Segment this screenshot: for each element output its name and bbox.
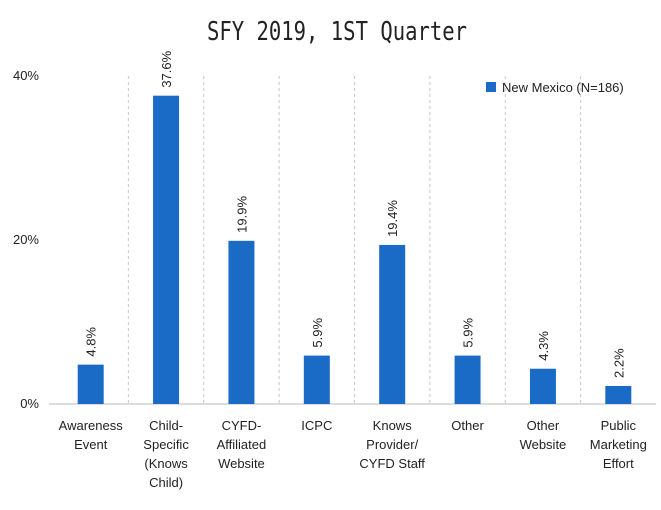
data-label: 5.9% xyxy=(461,318,476,348)
bar xyxy=(153,95,180,405)
x-tick-label: Child-Specific (Knows Child) xyxy=(143,418,189,490)
x-tick-label: Awareness Event xyxy=(59,418,124,452)
bar xyxy=(379,244,406,404)
x-tick-label: Other xyxy=(451,418,484,433)
data-label: 2.2% xyxy=(611,348,626,378)
bar xyxy=(529,368,556,404)
x-tick-label: Knows Provider/CYFD Staff xyxy=(359,418,425,471)
y-tick-label: 40% xyxy=(13,68,39,83)
bar xyxy=(228,240,255,404)
legend-swatch xyxy=(486,82,496,92)
chart-title: SFY 2019, 1ST Quarter xyxy=(207,17,467,47)
data-label: 19.4% xyxy=(385,200,400,237)
data-label: 5.9% xyxy=(310,318,325,348)
y-tick-label: 20% xyxy=(13,232,39,247)
bar xyxy=(303,355,330,404)
data-label: 37.6% xyxy=(159,50,174,87)
x-tick-label: Other Website xyxy=(520,418,567,452)
bar xyxy=(605,385,632,404)
y-tick-label: 0% xyxy=(20,396,39,411)
x-tick-label: ICPC xyxy=(301,418,332,433)
legend-label: New Mexico (N=186) xyxy=(502,80,624,95)
x-tick-label: Public Marketing Effort xyxy=(590,418,647,471)
x-tick-label: CYFD-Affiliated Website xyxy=(217,418,267,471)
bar xyxy=(454,355,481,404)
data-label: 19.9% xyxy=(234,196,249,233)
bar xyxy=(77,364,104,404)
data-label: 4.8% xyxy=(84,327,99,357)
data-label: 4.3% xyxy=(536,331,551,361)
